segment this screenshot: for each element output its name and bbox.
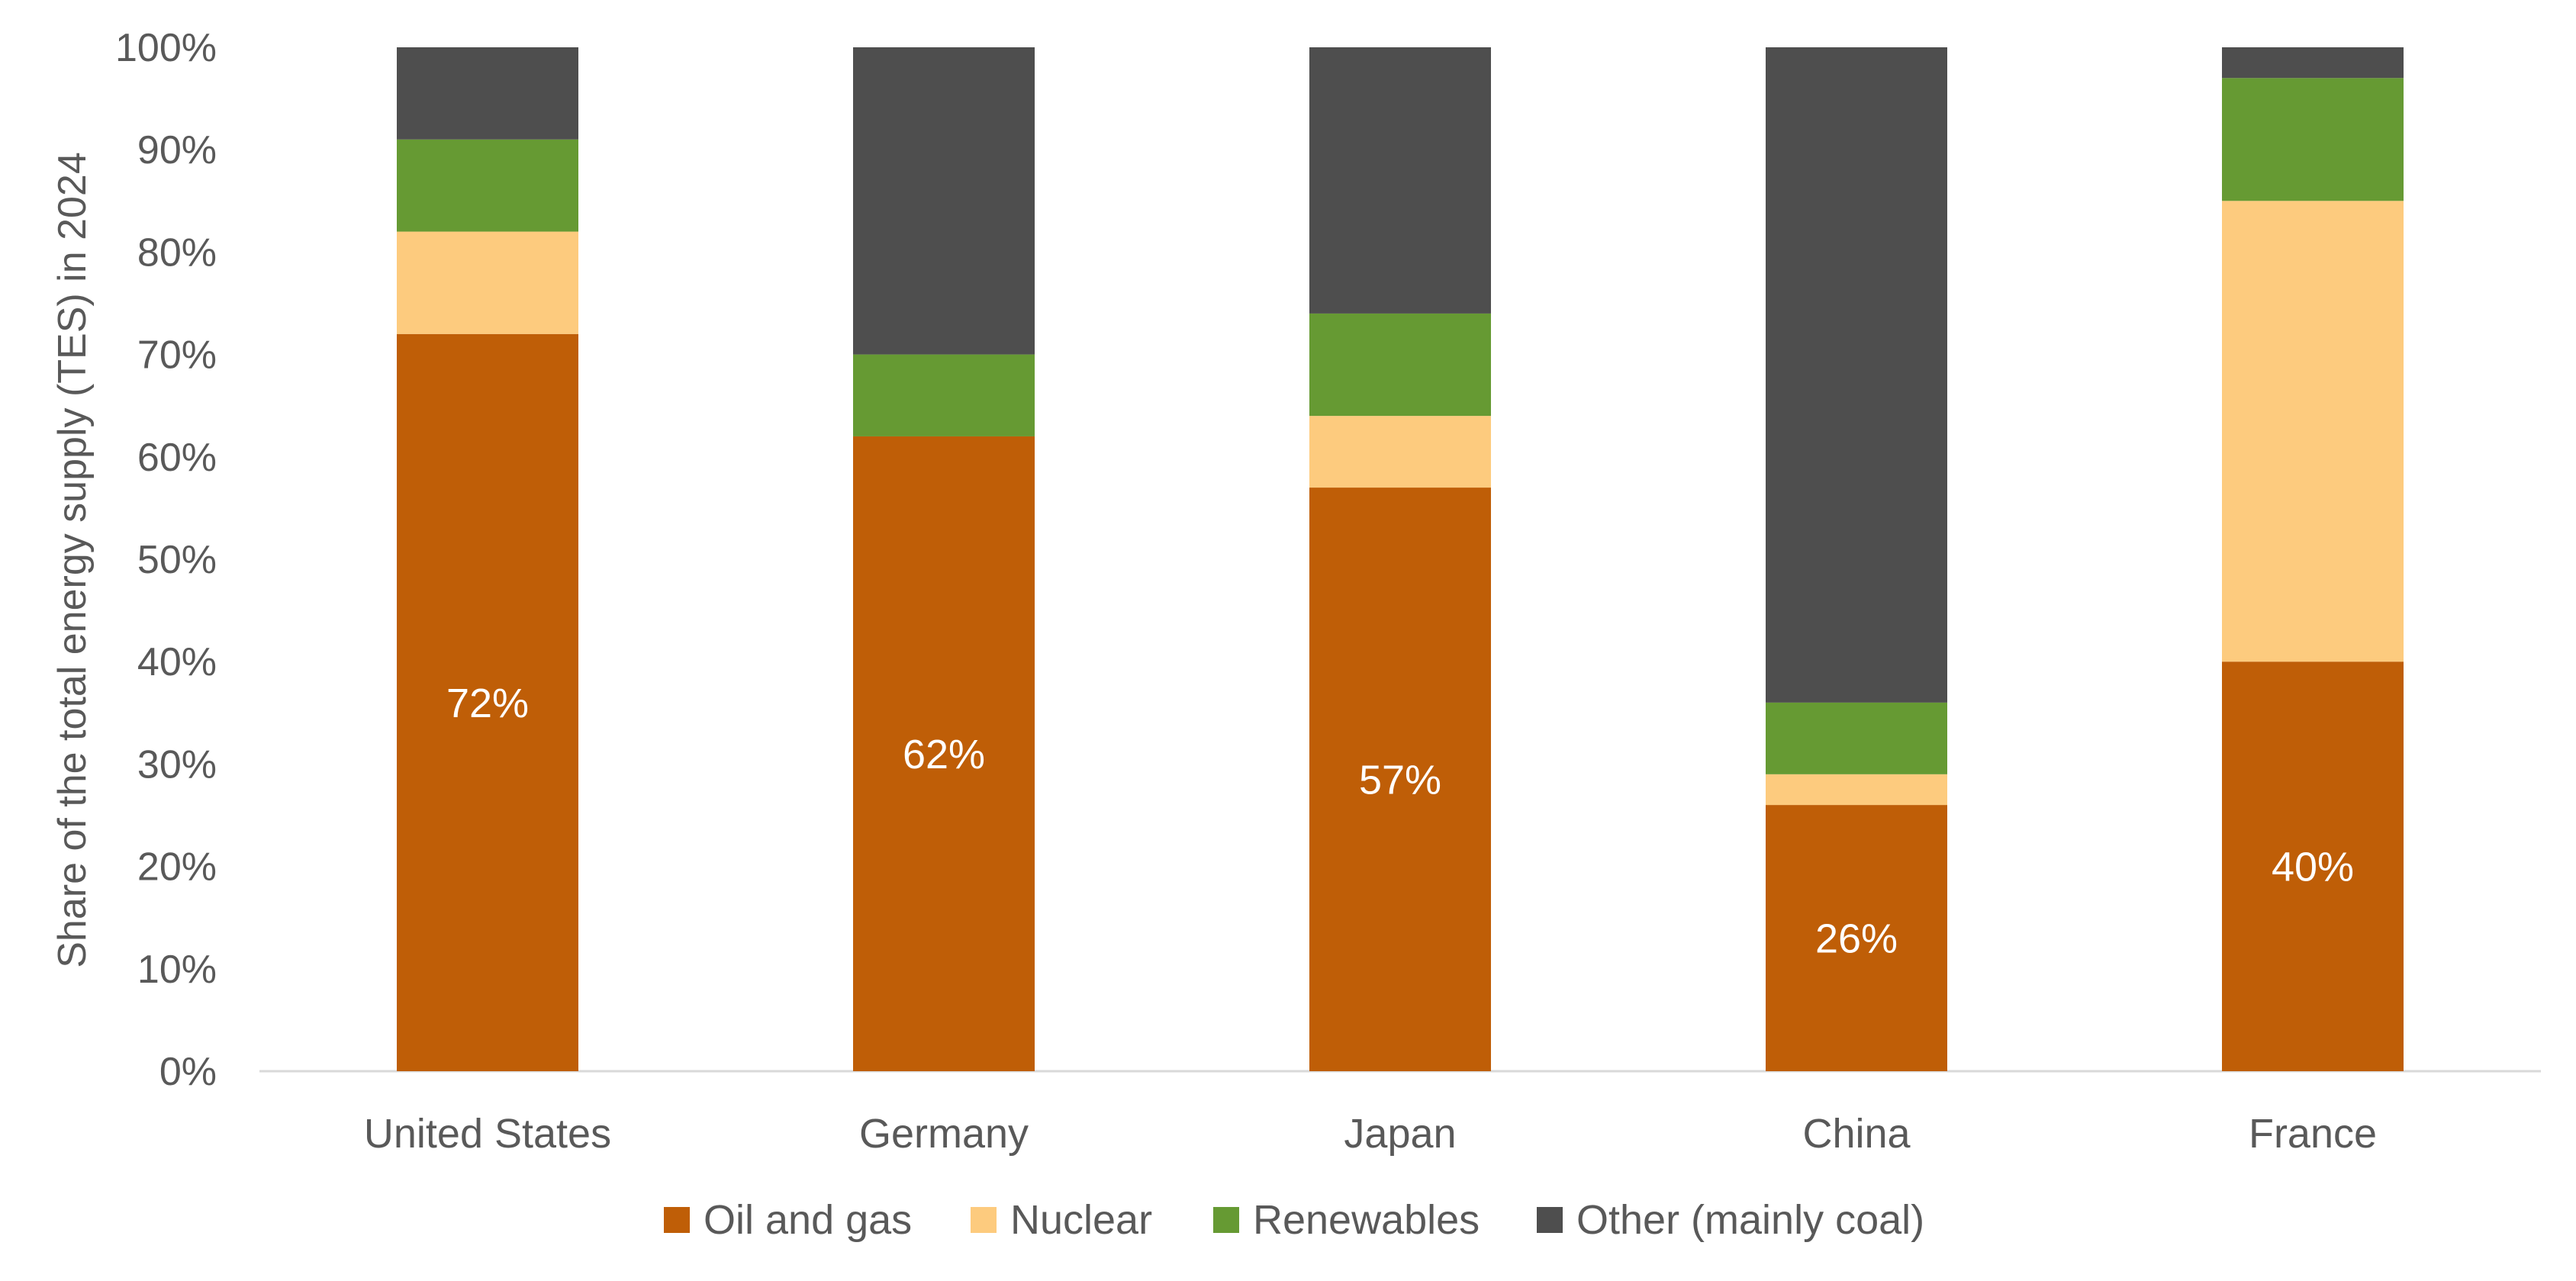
- x-category-label: Germany: [859, 1111, 1029, 1157]
- bar-germany-renewables: [853, 354, 1035, 436]
- data-labels-group: 72% 62% 57% 26% 40%: [446, 681, 2354, 962]
- legend-label: Other (mainly coal): [1576, 1197, 1924, 1243]
- bar-united-states-nuclear: [397, 231, 578, 334]
- legend-swatch: [664, 1207, 690, 1233]
- bar-china-oil-and-gas: [1766, 805, 1947, 1071]
- y-tick-label: 0%: [159, 1050, 217, 1094]
- data-label: 26%: [1815, 916, 1898, 962]
- x-category-label: Japan: [1344, 1111, 1456, 1157]
- data-label: 40%: [2272, 845, 2354, 890]
- legend: Oil and gas Nuclear Renewables Other (mainl…: [664, 1197, 1924, 1243]
- legend-swatch: [1213, 1207, 1239, 1233]
- y-tick-label: 100%: [115, 26, 217, 70]
- bar-france-renewables: [2222, 78, 2404, 201]
- bar-france-nuclear: [2222, 201, 2404, 662]
- legend-label: Oil and gas: [704, 1197, 912, 1243]
- y-tick-label: 10%: [137, 948, 217, 992]
- bar-china-other-mainly-coal: [1766, 47, 1947, 703]
- bar-united-states-other-mainly-coal: [397, 47, 578, 140]
- bar-france-other-mainly-coal: [2222, 47, 2404, 79]
- bar-united-states-oil-and-gas: [397, 333, 578, 1071]
- bar-china-renewables: [1766, 702, 1947, 774]
- x-category-label: China: [1802, 1111, 1911, 1157]
- y-axis-title: Share of the total energy supply (TES) i…: [50, 152, 95, 968]
- bar-japan-other-mainly-coal: [1309, 47, 1491, 314]
- y-tick-label: 90%: [137, 128, 217, 172]
- bar-germany-oil-and-gas: [853, 436, 1035, 1071]
- y-axis-ticks: 0% 10% 20% 30% 40% 50% 60% 70% 80% 90% 100%: [115, 26, 217, 1094]
- y-tick-label: 80%: [137, 230, 217, 275]
- bar-japan-renewables: [1309, 313, 1491, 417]
- x-category-label: United States: [364, 1111, 611, 1157]
- bar-united-states-renewables: [397, 139, 578, 232]
- bar-japan-oil-and-gas: [1309, 488, 1491, 1071]
- bar-japan-nuclear: [1309, 416, 1491, 488]
- y-tick-label: 20%: [137, 845, 217, 890]
- y-tick-label: 30%: [137, 742, 217, 787]
- data-label: 57%: [1359, 758, 1441, 803]
- bar-germany-other-mainly-coal: [853, 47, 1035, 355]
- bar-china-nuclear: [1766, 774, 1947, 806]
- legend-swatch: [1537, 1207, 1563, 1233]
- legend-label: Nuclear: [1010, 1197, 1152, 1243]
- y-tick-label: 60%: [137, 436, 217, 480]
- bar-france-oil-and-gas: [2222, 661, 2404, 1071]
- bars-group: [397, 47, 2404, 1071]
- legend-swatch: [971, 1207, 997, 1233]
- x-axis-category-labels: United States Germany Japan China France: [364, 1111, 2377, 1157]
- y-tick-label: 70%: [137, 333, 217, 378]
- data-label: 72%: [446, 681, 529, 726]
- data-label: 62%: [903, 732, 985, 777]
- legend-label: Renewables: [1253, 1197, 1480, 1243]
- y-tick-label: 50%: [137, 538, 217, 582]
- x-category-label: France: [2249, 1111, 2377, 1157]
- y-tick-label: 40%: [137, 640, 217, 684]
